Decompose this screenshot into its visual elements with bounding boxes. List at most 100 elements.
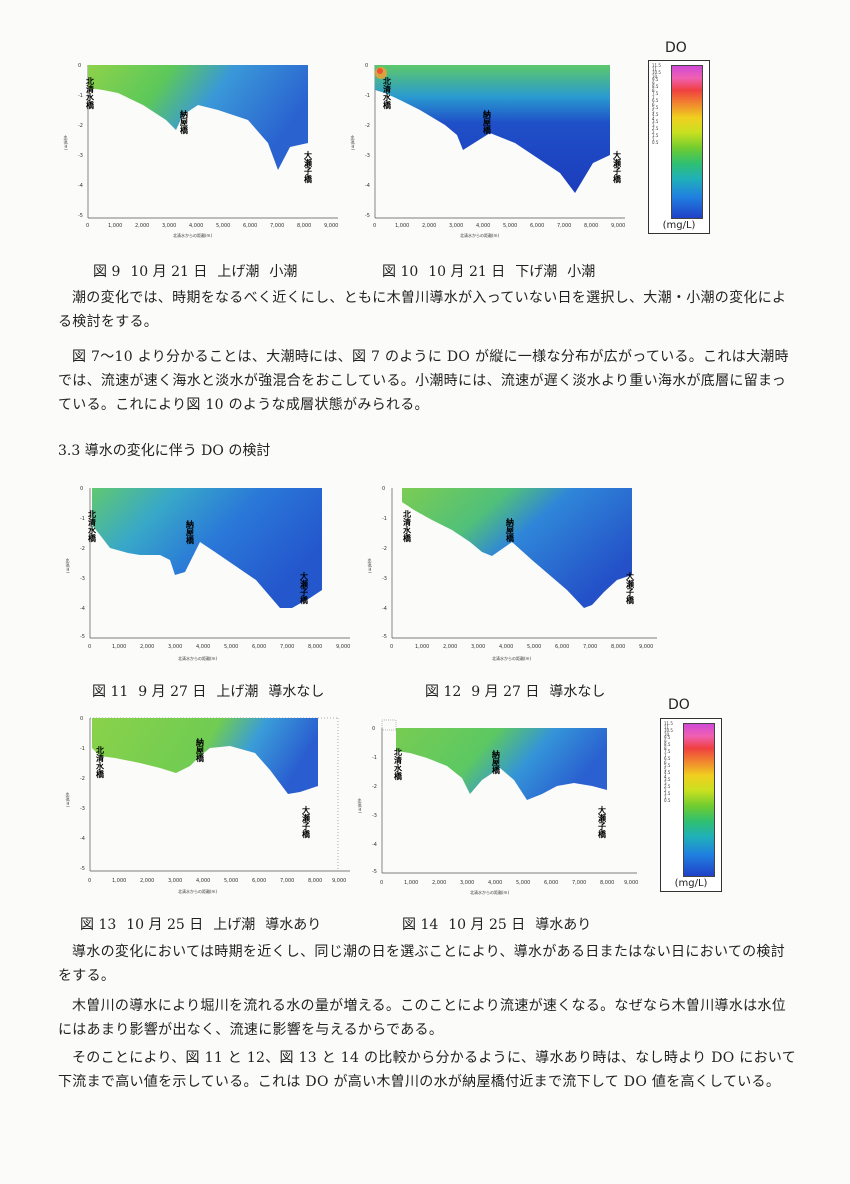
ytick: -1 [365,93,370,99]
xtick: 4,000 [488,880,502,886]
ytick: -1 [80,516,85,522]
label-nayabashi: 納屋橋 [482,109,492,135]
xtick: 4,000 [499,644,513,650]
xtick: 9,000 [336,644,350,650]
xtick: 7,000 [270,223,284,229]
label-osekobashi: 大瀬子橋 [301,805,311,839]
xtick: 7,000 [280,878,294,884]
xtick: 2,000 [443,644,457,650]
ytick: -5 [372,869,377,875]
figure-10: 北清水橋 納屋橋 大瀬子橋 0 -1 -2 -3 -4 -5 0 1,000 2… [345,55,635,250]
figure-9-plot: 北清水橋 納屋橋 大瀬子橋 0 -1 -2 -3 -4 -5 0 1,000 2… [64,63,339,238]
ytick: -4 [372,842,377,848]
label-nayabashi: 納屋橋 [195,737,205,763]
ytick: -3 [365,153,370,159]
label-nayabashi: 納屋橋 [505,517,515,543]
xtick: 2,000 [135,223,149,229]
ytick: -1 [80,746,85,752]
paragraph-5: そのことにより、図 11 と 12、図 13 と 14 の比較から分かるように、… [58,1050,797,1090]
ytick: -5 [78,213,83,219]
caption-fig13: 図 13 10 月 25 日上げ潮 導水あり [80,917,322,933]
ytick: -1 [372,755,377,761]
figure-12: 北清水橋 納屋橋 大瀬子橋 0 -1 -2 -3 -4 -5 0 1,000 2… [362,480,662,670]
label-kitashimizu: 北清水橋 [393,747,403,781]
ytick: -2 [372,784,377,790]
xtick: 9,000 [332,878,346,884]
xtick: 7,000 [280,644,294,650]
figure-14: 北清水橋 納屋橋 大瀬子橋 0 -1 -2 -3 -4 -5 0 1,000 2… [352,718,642,898]
label-kitashimizu: 北清水橋 [402,509,412,543]
xtick: 0 [86,223,89,229]
label-osekobashi: 大瀬子橋 [299,571,309,605]
xtick: 6,000 [544,880,558,886]
xtick: 8,000 [308,644,322,650]
xtick: 6,000 [252,644,266,650]
paragraph-2: 図 7〜10 より分かることは、大潮時には、図 7 のように DO が縦に一様な… [58,349,789,413]
ytick: 0 [78,63,81,69]
paragraph-4: 木曽川の導水により堀川を流れる水の量が増える。このことにより流速が速くなる。なぜ… [58,998,787,1038]
figure-10-plot: 北清水橋 納屋橋 大瀬子橋 0 -1 -2 -3 -4 -5 0 1,000 2… [351,63,626,238]
xtick: 8,000 [297,223,311,229]
ytick: 0 [365,63,368,69]
ytick: -2 [80,776,85,782]
figure-11-plot: 北清水橋 納屋橋 大瀬子橋 0 -1 -2 -3 -4 -5 0 1,000 2… [66,486,351,661]
xtick: 7,000 [583,644,597,650]
xtick: 8,000 [308,878,322,884]
xtick: 0 [373,223,376,229]
xtick: 3,000 [168,644,182,650]
xtick: 0 [390,644,393,650]
paragraph-3: 導水の変化においては時期を近くし、同じ潮の日を選ぶことにより、導水がある日または… [58,944,786,984]
label-kitashimizu: 北清水橋 [87,509,97,543]
ytick: -1 [78,93,83,99]
ytick: -4 [382,606,387,612]
label-nayabashi: 納屋橋 [179,109,189,135]
x-axis-title: 北清水からの距離(m) [173,232,212,238]
figure-14-plot: 北清水橋 納屋橋 大瀬子橋 0 -1 -2 -3 -4 -5 0 1,000 2… [358,719,638,895]
xtick: 1,000 [395,223,409,229]
x-axis-title: 北清水からの距離(m) [178,655,217,661]
xtick: 5,000 [224,878,238,884]
ytick: -2 [382,546,387,552]
figure-13: 北清水橋 納屋橋 大瀬子橋 0 -1 -2 -3 -4 -5 0 1,000 2… [60,708,355,898]
xtick: 2,000 [432,880,446,886]
xtick: 4,000 [476,223,490,229]
xtick: 5,000 [516,880,530,886]
figure-9: 北清水橋 納屋橋 大瀬子橋 0 -1 -2 -3 -4 -5 0 1,000 2… [58,55,348,250]
section-heading: 3.3 導水の変化に伴う DO の検討 [58,443,271,459]
figure-12-plot: 北清水橋 納屋橋 大瀬子橋 0 -1 -2 -3 -4 -5 0 1,000 2… [368,486,657,661]
xtick: 6,000 [252,878,266,884]
ytick: -1 [382,516,387,522]
ytick: -3 [382,576,387,582]
xtick: 3,000 [168,878,182,884]
label-osekobashi: 大瀬子橋 [612,150,622,184]
do-color-scale-2: 11.5 11 10.5 10 9.5 9 8.5 8 7.5 7 6.5 6 5.5 5 4.5 4 3.5 3… [660,718,722,892]
xtick: 6,000 [530,223,544,229]
xtick: 7,000 [572,880,586,886]
xtick: 6,000 [243,223,257,229]
ytick: -4 [365,183,370,189]
xtick: 9,000 [624,880,638,886]
ytick: -4 [80,606,85,612]
xtick: 4,000 [196,878,210,884]
x-axis-title: 北清水からの距離(m) [470,889,509,895]
figure-11: 北清水橋 納屋橋 大瀬子橋 0 -1 -2 -3 -4 -5 0 1,000 2… [60,480,355,670]
xtick: 7,000 [557,223,571,229]
xtick: 0 [88,644,91,650]
ytick: -3 [372,813,377,819]
ytick: -2 [78,123,83,129]
y-axis-title: 水深(m) [351,134,356,151]
ytick: -5 [382,634,387,640]
do-legend-title-2: DO [668,697,690,713]
do-contour-fill [402,488,632,608]
xtick: 5,000 [527,644,541,650]
do-scale-ticks: 11.5 11 10.5 10 9.5 9 8.5 8 7.5 7 6.5 6 5.5 5 4.5 4 3.5 3… [664,721,673,803]
xtick: 8,000 [600,880,614,886]
xtick: 1,000 [415,644,429,650]
xtick: 5,000 [503,223,517,229]
y-axis-title: 水深(m) [66,791,71,808]
xtick: 9,000 [611,223,625,229]
ytick: -5 [365,213,370,219]
do-unit: (mg/L) [674,878,708,889]
xtick: 4,000 [196,644,210,650]
y-axis-title: 水深(m) [66,557,71,574]
